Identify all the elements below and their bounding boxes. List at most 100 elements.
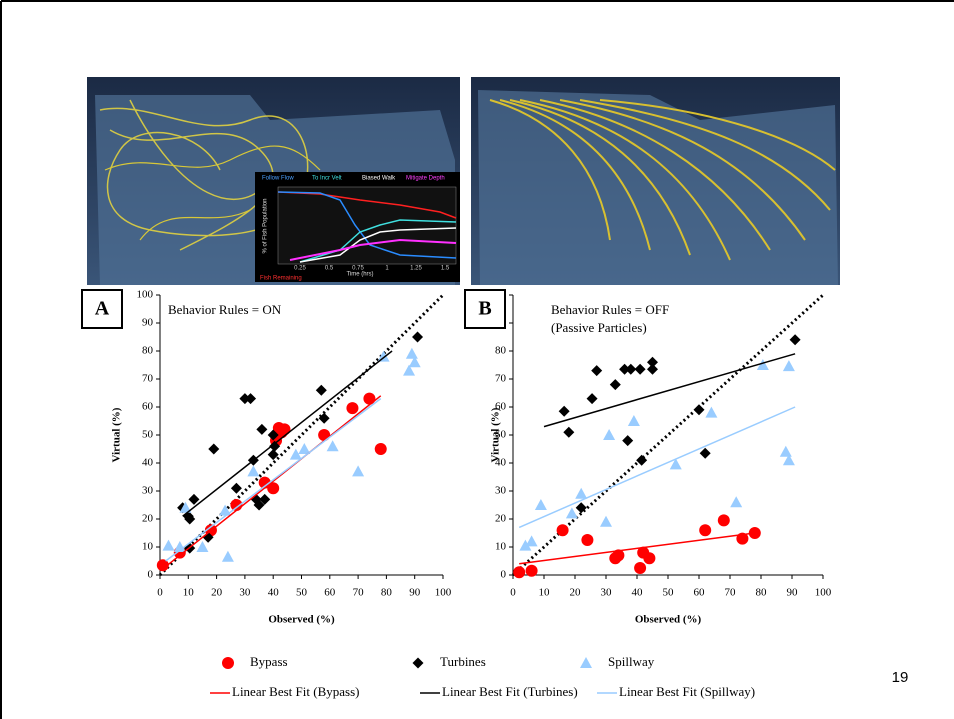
- point: [575, 502, 587, 514]
- point: [267, 429, 279, 441]
- y-tick-label: 60: [495, 401, 507, 413]
- x-tick-label: 70: [725, 587, 737, 599]
- legend-label: Linear Best Fit (Spillway): [619, 684, 755, 699]
- panel-label-box: [81, 289, 123, 329]
- y-tick-label: 90: [142, 317, 154, 329]
- point: [705, 406, 718, 418]
- x-tick-label: 20: [570, 587, 582, 599]
- point: [162, 539, 175, 551]
- y-tick-label: 30: [495, 485, 507, 497]
- point: [346, 402, 359, 415]
- panel-label: A: [95, 298, 110, 320]
- x-tick-label: 20: [211, 587, 223, 599]
- point: [173, 541, 186, 552]
- inset-x-tick: 1.5: [441, 266, 450, 272]
- y-tick-label: 0: [148, 569, 154, 581]
- point: [779, 445, 792, 457]
- point: [247, 465, 260, 477]
- point: [782, 454, 795, 466]
- point: [558, 405, 570, 417]
- panel-label: B: [478, 298, 491, 320]
- x-tick-label: 30: [239, 587, 251, 599]
- point: [534, 499, 547, 510]
- inset-x-tick: 0.5: [325, 266, 334, 272]
- point: [519, 539, 532, 551]
- point: [289, 448, 302, 460]
- y-tick-label: 70: [142, 373, 154, 385]
- y-axis-title: Virtual (%): [111, 407, 123, 462]
- legend-label: Linear Best Fit (Bypass): [232, 684, 359, 699]
- point: [269, 440, 281, 452]
- point: [408, 356, 421, 368]
- fit-line: [182, 350, 393, 517]
- legend-label: Bypass: [250, 654, 288, 669]
- fit-line: [165, 398, 382, 562]
- point: [267, 482, 280, 495]
- fit-line: [543, 353, 796, 428]
- inset-x-tick: 0.25: [294, 266, 306, 272]
- point: [326, 440, 339, 452]
- x-tick-label: 60: [694, 587, 706, 599]
- x-tick-label: 100: [815, 587, 832, 599]
- x-tick-label: 80: [756, 587, 768, 599]
- inset-x-tick: 1.25: [410, 266, 422, 272]
- y-tick-label: 20: [495, 513, 507, 525]
- point: [563, 426, 575, 438]
- panel-label-box: [464, 289, 506, 329]
- x-tick-label: 60: [324, 587, 336, 599]
- point: [609, 379, 621, 391]
- inset-x-label: Time (hrs): [346, 272, 373, 278]
- point: [575, 487, 588, 499]
- point: [581, 534, 594, 546]
- point: [179, 501, 192, 513]
- y-tick-label: 10: [495, 541, 507, 553]
- point: [730, 496, 743, 508]
- y-tick-label: 100: [137, 289, 154, 301]
- inset-x-tick: 0.75: [352, 266, 364, 272]
- point: [405, 347, 418, 359]
- slide-number: 19: [892, 669, 909, 686]
- point: [219, 504, 232, 516]
- annotation: (Passive Particles): [551, 320, 647, 335]
- x-tick-label: 50: [296, 587, 308, 599]
- point: [586, 393, 598, 405]
- point: [591, 365, 603, 377]
- legend-label: Turbines: [440, 654, 486, 669]
- point: [556, 524, 569, 537]
- y-tick-label: 80: [142, 345, 154, 357]
- inset-note: Fish Remaining: [260, 276, 302, 282]
- y-tick-label: 50: [495, 429, 507, 441]
- point: [267, 449, 279, 461]
- y-tick-label: 40: [142, 457, 154, 469]
- point: [565, 507, 578, 519]
- point: [184, 513, 196, 525]
- point: [627, 415, 640, 426]
- y-tick-label: 80: [495, 345, 507, 357]
- x-tick-label: 70: [353, 587, 365, 599]
- point: [525, 564, 538, 577]
- point: [612, 549, 625, 562]
- fit-line: [165, 395, 382, 568]
- inset-legend: To Incr Velt: [312, 176, 342, 182]
- point: [699, 447, 711, 459]
- point: [363, 392, 376, 405]
- fit-line: [519, 532, 755, 565]
- x-tick-label: 100: [435, 587, 452, 599]
- y-tick-label: 20: [142, 513, 154, 525]
- point: [789, 334, 801, 346]
- point: [647, 363, 658, 375]
- point: [782, 360, 795, 372]
- point: [259, 493, 271, 505]
- inset-x-tick: 1: [385, 266, 389, 272]
- point: [245, 393, 257, 405]
- point: [253, 499, 265, 511]
- point: [156, 559, 169, 572]
- x-tick-label: 30: [601, 587, 613, 599]
- point: [208, 443, 220, 455]
- y-tick-label: 0: [501, 569, 507, 581]
- y-tick-label: 50: [142, 429, 154, 441]
- x-tick-label: 50: [663, 587, 675, 599]
- y-tick-label: 70: [495, 373, 507, 385]
- y-tick-label: 40: [495, 457, 507, 469]
